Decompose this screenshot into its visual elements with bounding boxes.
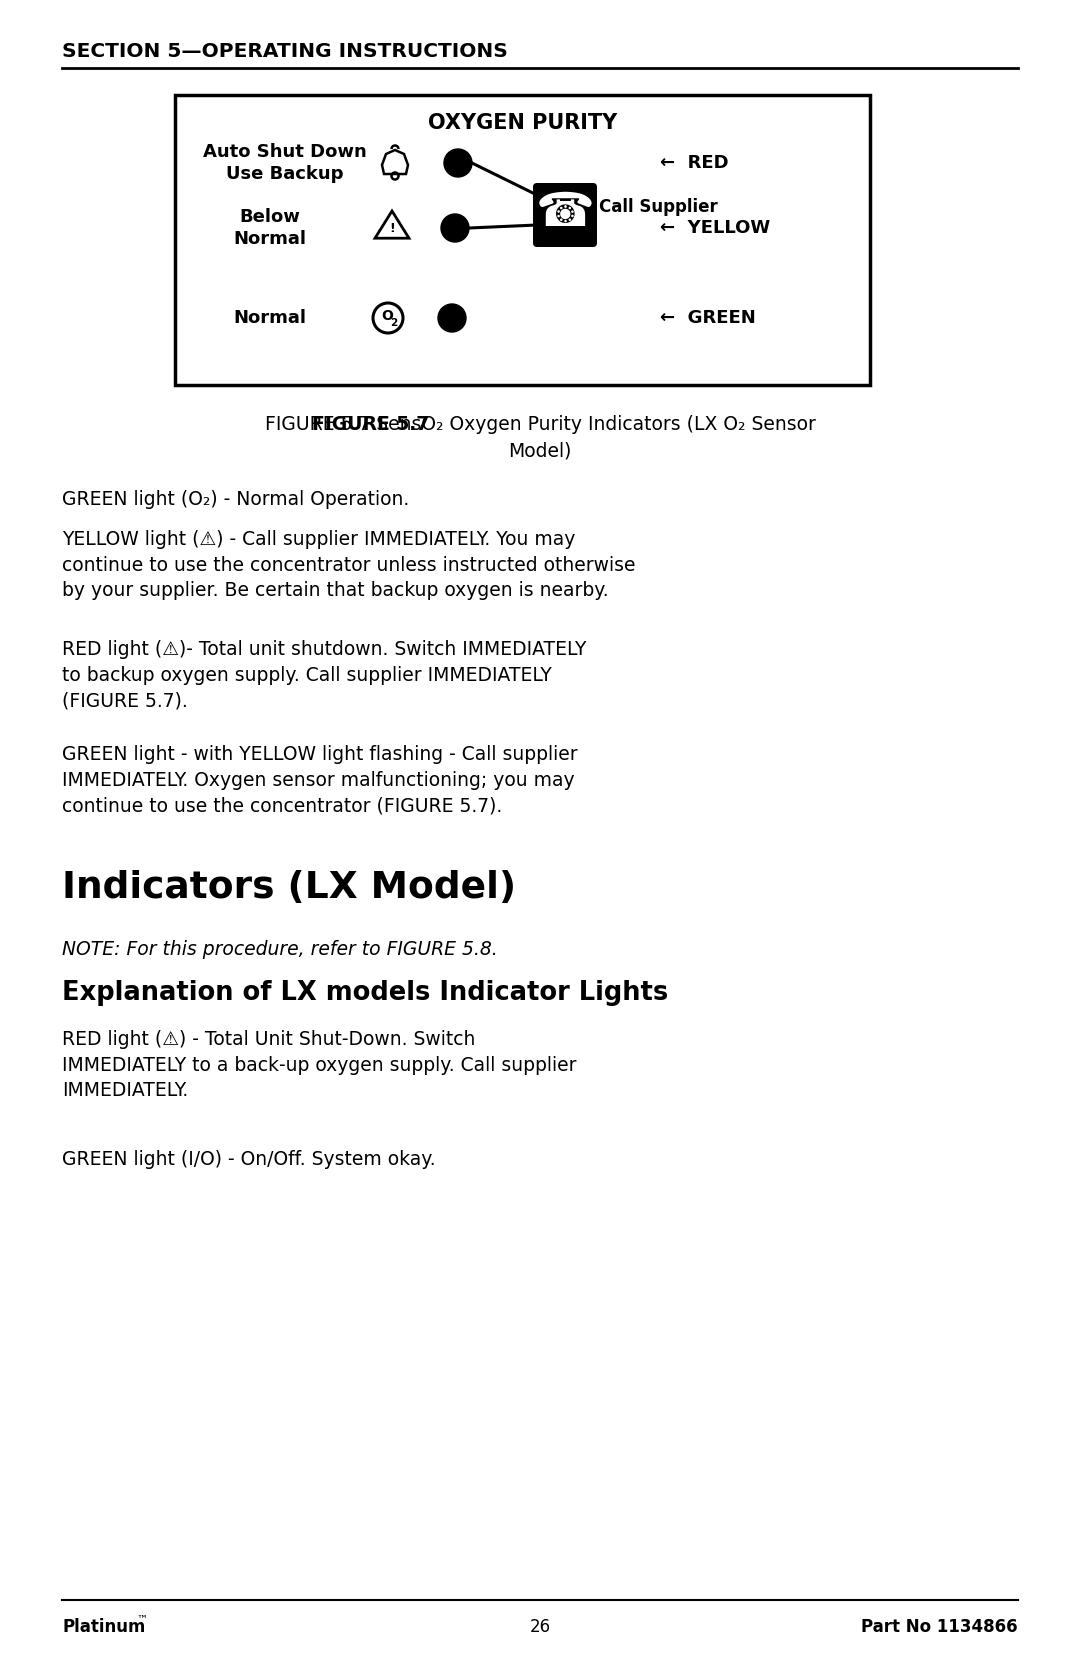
Text: Auto Shut Down
Use Backup: Auto Shut Down Use Backup [203, 142, 367, 184]
Text: O: O [381, 309, 393, 324]
Circle shape [441, 214, 469, 242]
Text: Normal: Normal [233, 309, 307, 327]
Bar [175, 95, 870, 386]
Text: SECTION 5—OPERATING INSTRUCTIONS: SECTION 5—OPERATING INSTRUCTIONS [62, 42, 508, 62]
Text: Indicators (LX Model): Indicators (LX Model) [62, 870, 516, 906]
Text: GREEN light - with YELLOW light flashing - Call supplier
IMMEDIATELY. Oxygen sen: GREEN light - with YELLOW light flashing… [62, 744, 578, 816]
Text: ←  YELLOW: ← YELLOW [660, 219, 770, 237]
Text: Part No 1134866: Part No 1134866 [862, 1617, 1018, 1636]
Text: ←  RED: ← RED [660, 154, 729, 172]
Circle shape [438, 304, 465, 332]
Text: OXYGEN PURITY: OXYGEN PURITY [428, 113, 617, 134]
Text: !: ! [389, 222, 395, 235]
Text: GREEN light (O₂) - Normal Operation.: GREEN light (O₂) - Normal Operation. [62, 491, 409, 509]
Text: ™: ™ [136, 1616, 147, 1626]
Text: 26: 26 [529, 1617, 551, 1636]
Text: Explanation of LX models Indicator Lights: Explanation of LX models Indicator Light… [62, 980, 669, 1006]
FancyBboxPatch shape [534, 184, 597, 247]
Circle shape [444, 149, 472, 177]
Text: GREEN light (I/O) - On/Off. System okay.: GREEN light (I/O) - On/Off. System okay. [62, 1150, 435, 1168]
Text: ☎: ☎ [536, 190, 594, 235]
Text: FIGURE 5.7 SensO₂ Oxygen Purity Indicators (LX O₂ Sensor
Model): FIGURE 5.7 SensO₂ Oxygen Purity Indicato… [265, 416, 815, 461]
Text: Call Supplier: Call Supplier [599, 199, 718, 215]
Text: 2: 2 [390, 319, 397, 329]
Text: Platinum: Platinum [62, 1617, 146, 1636]
Text: NOTE: For this procedure, refer to FIGURE 5.8.: NOTE: For this procedure, refer to FIGUR… [62, 940, 498, 960]
Text: YELLOW light (⚠) - Call supplier IMMEDIATELY. You may
continue to use the concen: YELLOW light (⚠) - Call supplier IMMEDIA… [62, 531, 635, 601]
Text: ←  GREEN: ← GREEN [660, 309, 756, 327]
Text: Below
Normal: Below Normal [233, 207, 307, 249]
Text: RED light (⚠) - Total Unit Shut-Down. Switch
IMMEDIATELY to a back-up oxygen sup: RED light (⚠) - Total Unit Shut-Down. Sw… [62, 1030, 577, 1100]
Text: FIGURE 5.7: FIGURE 5.7 [312, 416, 429, 434]
Text: RED light (⚠)- Total unit shutdown. Switch IMMEDIATELY
to backup oxygen supply. : RED light (⚠)- Total unit shutdown. Swit… [62, 639, 586, 711]
